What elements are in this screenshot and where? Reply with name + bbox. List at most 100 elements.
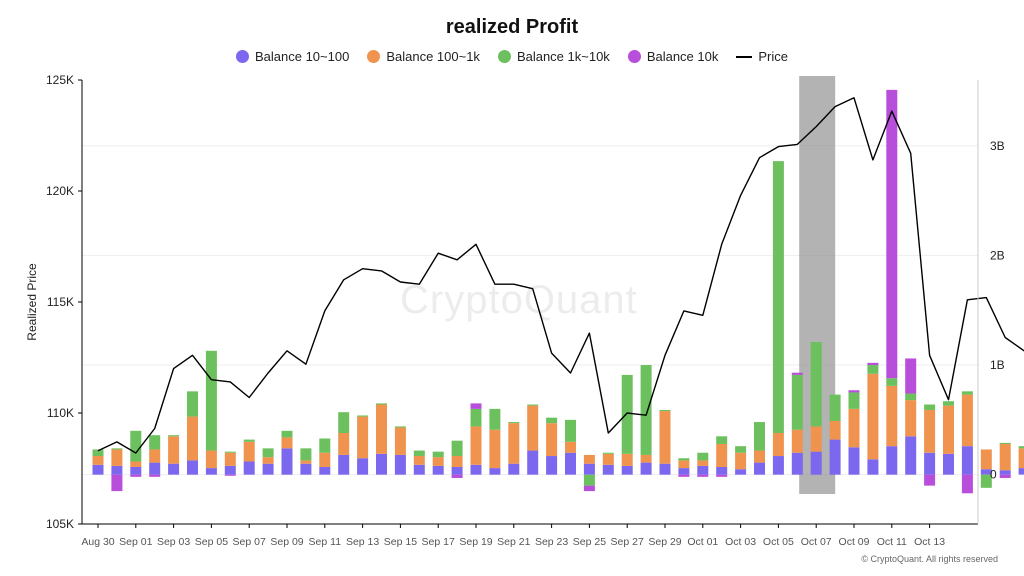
legend-label: Price — [758, 49, 788, 64]
left-tick-label: 110K — [47, 406, 74, 420]
bar-segment — [413, 464, 425, 475]
bar-segment — [980, 469, 992, 475]
bar-segment — [810, 451, 822, 475]
bar-segment — [92, 464, 104, 475]
bar-segment — [111, 474, 123, 492]
x-tick-label: Sep 19 — [459, 536, 492, 548]
bar-segment — [791, 429, 803, 453]
bar-segment — [224, 452, 236, 466]
bar-segment — [205, 350, 217, 451]
left-tick-label: 115K — [47, 295, 74, 309]
bar-segment — [413, 456, 425, 465]
bar-segment — [772, 433, 784, 457]
bar-segment — [943, 401, 954, 406]
copyright-footer: © CryptoQuant. All rights reserved — [861, 554, 998, 564]
bar-segment — [961, 474, 973, 494]
left-tick-label: 105K — [46, 517, 74, 531]
legend-label: Balance 100~1k — [386, 49, 480, 64]
x-tick-label: Sep 07 — [233, 536, 266, 548]
bar-segment — [754, 422, 765, 451]
bar-segment — [432, 457, 444, 466]
bar-segment — [678, 460, 690, 469]
bar-segment — [281, 448, 293, 475]
left-tick-label: 120K — [46, 184, 74, 198]
x-tick-label: Aug 30 — [81, 536, 114, 548]
bar-segment — [489, 429, 501, 469]
legend-label: Balance 10k — [646, 49, 719, 64]
bar-segment — [886, 385, 898, 447]
x-tick-label: Sep 15 — [384, 536, 417, 548]
bar-segment — [999, 474, 1011, 478]
legend-item-balance-100-1k[interactable]: Balance 100~1k — [367, 49, 480, 64]
bar-segment — [451, 474, 463, 478]
bar-segment — [508, 463, 520, 475]
bar-segment — [92, 449, 104, 457]
bar-segment — [281, 437, 293, 449]
bar-segment — [357, 415, 369, 417]
bar-segment — [319, 452, 331, 467]
legend-item-price[interactable]: Price — [736, 49, 788, 64]
bar-segment — [961, 391, 973, 395]
legend-item-balance-10-100[interactable]: Balance 10~100 — [235, 49, 349, 64]
legend-label: Balance 1k~10k — [516, 49, 610, 64]
bar-segment — [319, 438, 331, 453]
bar-segment — [716, 474, 728, 477]
legend-swatch — [736, 55, 753, 58]
bar-segment — [886, 89, 898, 379]
bar-segment — [224, 451, 236, 453]
bar-segment — [640, 462, 652, 475]
x-tick-label: Oct 09 — [839, 536, 870, 548]
bar-segment — [130, 461, 142, 467]
bar-segment — [848, 392, 860, 409]
bar-segment — [187, 391, 198, 417]
x-tick-label: Sep 11 — [309, 536, 342, 548]
bar-segment — [489, 408, 501, 430]
bar-segment — [697, 465, 709, 475]
bar-segment — [924, 409, 936, 453]
left-tick-label: 125K — [46, 73, 74, 87]
bar-segment — [999, 443, 1011, 471]
bar-segment — [772, 456, 784, 475]
bar-segment — [243, 461, 255, 475]
bar-segment — [130, 474, 142, 477]
price-line — [97, 97, 1024, 454]
x-tick-label: Sep 03 — [157, 536, 190, 548]
bar-segment — [848, 390, 860, 393]
bar-segment — [394, 454, 406, 475]
bar-segment — [527, 404, 539, 406]
bar-segment — [357, 416, 369, 459]
x-tick-label: Oct 13 — [914, 536, 945, 548]
bar-segment — [867, 373, 879, 460]
bar-segment — [754, 450, 765, 463]
bar-segment — [224, 465, 236, 475]
legend-swatch — [367, 50, 381, 63]
bar-segment — [621, 453, 633, 466]
legend-swatch — [627, 50, 641, 63]
legend-item-balance-10k[interactable]: Balance 10k — [627, 49, 719, 64]
bar-segment — [886, 378, 898, 386]
bar-segment — [262, 448, 274, 458]
bar-segment — [92, 456, 104, 465]
bar-segment — [394, 426, 406, 428]
bar-segment — [451, 466, 463, 475]
bar-segment — [1018, 468, 1024, 475]
bar-segment — [432, 451, 444, 458]
bar-segment — [659, 409, 671, 412]
legend-swatch — [235, 50, 249, 63]
bar-segment — [678, 468, 690, 475]
bar-segment — [376, 403, 387, 405]
legend-item-balance-1k-10k[interactable]: Balance 1k~10k — [497, 49, 610, 64]
x-tick-label: Oct 01 — [687, 536, 718, 548]
bar-segment — [527, 450, 539, 475]
bar-segment — [924, 404, 936, 410]
x-tick-label: Sep 21 — [497, 536, 530, 548]
bar-segment — [583, 463, 595, 475]
bar-segment — [149, 435, 161, 450]
bar-segment — [565, 419, 576, 442]
bar-segment — [829, 439, 841, 475]
bar-segment — [961, 446, 973, 475]
bar-segment — [659, 463, 671, 475]
bar-segment — [527, 405, 539, 451]
bar-segment — [300, 463, 312, 475]
bar-segment — [905, 400, 917, 437]
